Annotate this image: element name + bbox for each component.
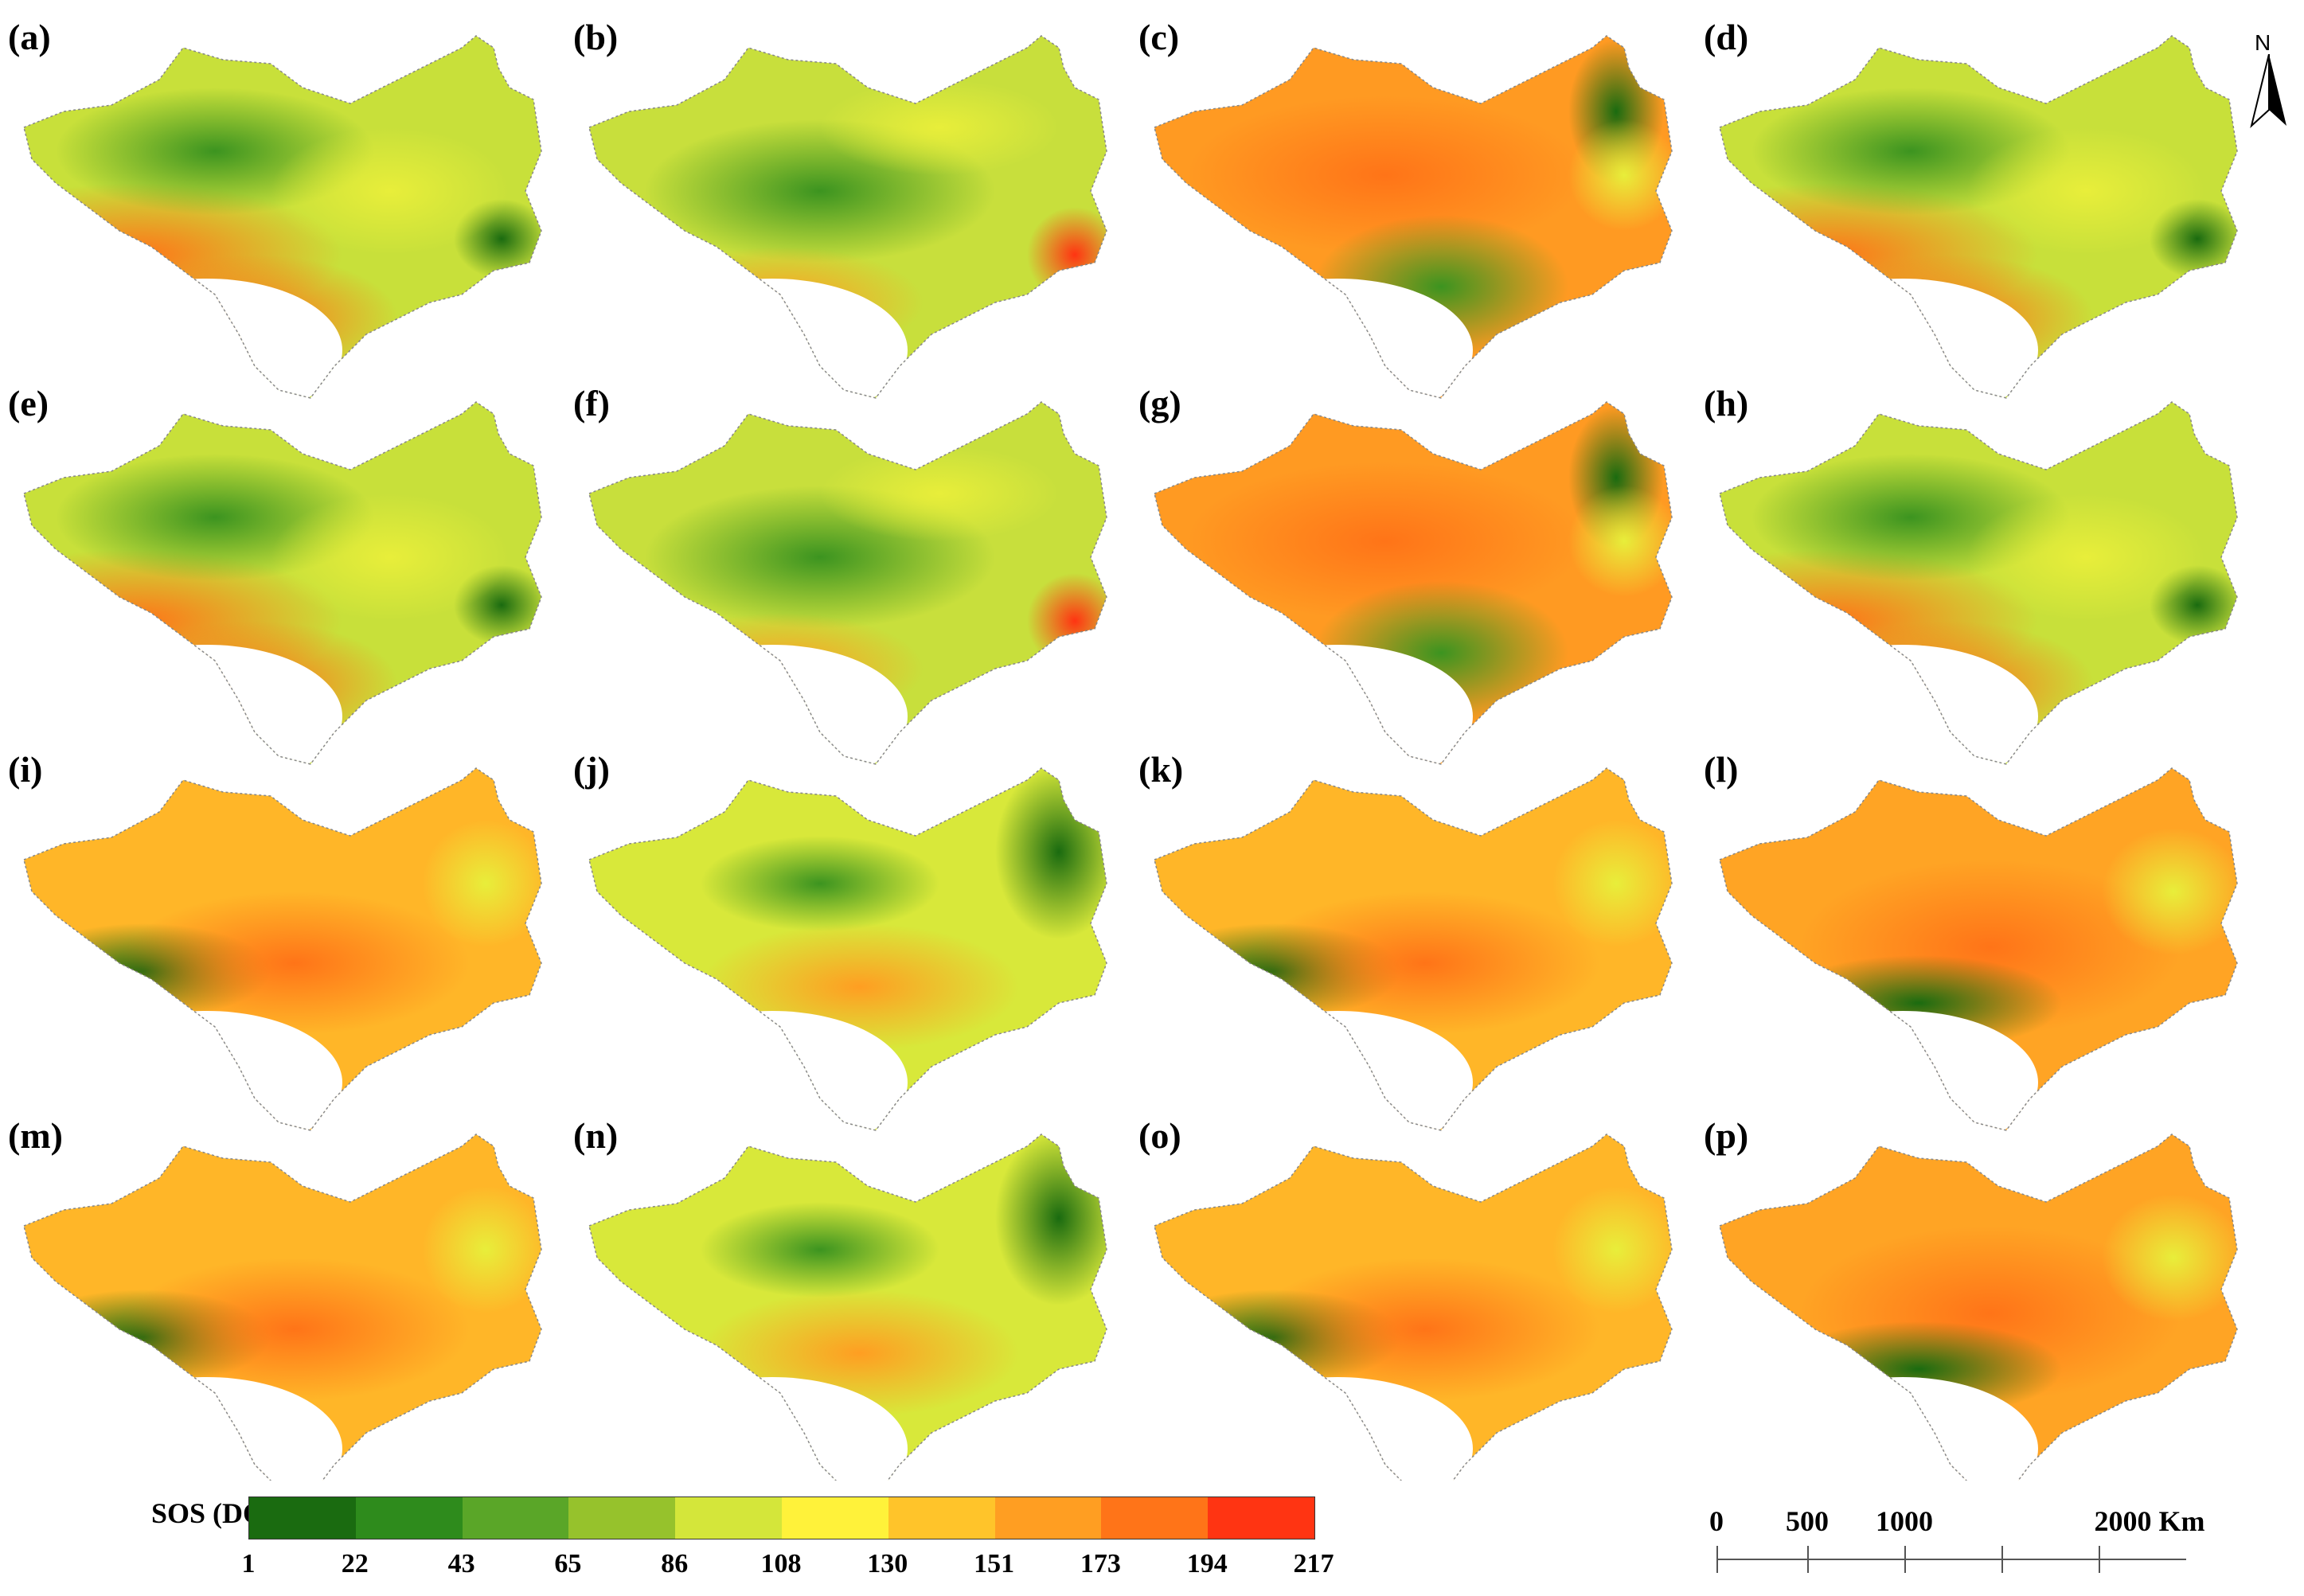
legend-tick-label: 86 (661, 1549, 689, 1578)
scale-tick (1716, 1546, 1718, 1573)
panel-label: (n) (573, 1115, 618, 1156)
scale-tick (1904, 1546, 1906, 1573)
scale-label-0: 0 (1709, 1505, 1724, 1537)
panel-label: (m) (8, 1115, 63, 1156)
panel-label: (c) (1138, 17, 1179, 57)
legend-tick-label: 217 (1293, 1549, 1334, 1578)
map-panel (1154, 1134, 1673, 1481)
scale-label-2000: 2000 Km (2094, 1505, 2205, 1537)
legend-tick-label: 194 (1186, 1549, 1228, 1578)
scale-bar: 0 500 1000 2000 Km (1704, 1504, 2205, 1592)
scale-label-1000: 1000 (1876, 1505, 1933, 1537)
map-panel (588, 35, 1107, 399)
legend-tick-label: 151 (974, 1549, 1015, 1578)
map-panel (1719, 767, 2238, 1131)
legend-swatch (888, 1497, 995, 1539)
legend-tick-label: 130 (867, 1549, 908, 1578)
panel-label: (o) (1138, 1115, 1181, 1156)
legend-tick-label: 43 (447, 1549, 475, 1578)
legend-tick-label: 22 (341, 1549, 369, 1578)
panel-label: (e) (8, 383, 49, 423)
panel-label: (h) (1704, 383, 1748, 423)
map-panel (588, 1134, 1107, 1481)
scale-tick (1807, 1546, 1809, 1573)
map-panel (23, 401, 542, 765)
map-panel (1719, 1134, 2238, 1481)
scale-tick (2099, 1546, 2100, 1573)
legend-swatch (1101, 1497, 1209, 1539)
scale-tick (2001, 1546, 2003, 1573)
panel-label: (l) (1704, 749, 1738, 790)
scale-line (1716, 1559, 2186, 1560)
north-arrow-icon (2250, 54, 2286, 128)
legend-tick-label: 173 (1080, 1549, 1121, 1578)
map-grid: (a) (b) (c) (d) (e) (f) (g) (h) (i) (j) (k) (l) (m) (… (8, 17, 2238, 1481)
map-panel (588, 767, 1107, 1131)
legend-swatch (249, 1497, 356, 1539)
legend-tick-label: 108 (760, 1549, 802, 1578)
panel-label: (p) (1704, 1115, 1748, 1156)
legend-swatch (462, 1497, 569, 1539)
panel-label: (b) (573, 17, 618, 57)
north-arrow: N (2245, 30, 2293, 134)
map-panel (1719, 35, 2238, 399)
legend-tick-label: 1 (241, 1549, 256, 1578)
legend-swatch (994, 1497, 1102, 1539)
map-panel (23, 1134, 542, 1481)
map-panel (1154, 767, 1673, 1131)
panel-label: (g) (1138, 383, 1181, 423)
legend-color-bar (248, 1496, 1315, 1539)
legend-tick-label: 65 (554, 1549, 582, 1578)
panel-label: (d) (1704, 17, 1748, 57)
legend-swatch (1208, 1497, 1314, 1539)
scale-label-500: 500 (1786, 1505, 1829, 1537)
legend-swatch (355, 1497, 463, 1539)
panel-label: (f) (573, 383, 610, 423)
map-panel (1154, 401, 1673, 765)
legend-swatch (675, 1497, 782, 1539)
legend-swatch (568, 1497, 676, 1539)
map-panel (23, 35, 542, 399)
map-panel (1154, 35, 1673, 399)
map-panel (1719, 401, 2238, 765)
panel-label: (a) (8, 17, 51, 57)
panel-label: (i) (8, 749, 42, 790)
map-panel (588, 401, 1107, 765)
panel-label: (k) (1138, 749, 1183, 790)
legend-swatch (781, 1497, 888, 1539)
map-panel (23, 767, 542, 1131)
north-letter: N (2255, 30, 2271, 55)
panel-label: (j) (573, 749, 610, 790)
